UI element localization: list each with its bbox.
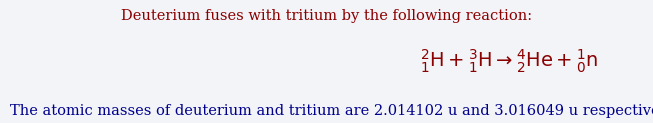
Text: The atomic masses of deuterium and tritium are 2.014102 u and 3.016049 u respect: The atomic masses of deuterium and triti… xyxy=(10,104,653,118)
Text: Deuterium fuses with tritium by the following reaction:: Deuterium fuses with tritium by the foll… xyxy=(121,9,532,23)
Text: $^{2}_{1}\mathrm{H}+^{3}_{1}\mathrm{H}\rightarrow^{4}_{2}\mathrm{He}+^{1}_{0}\ma: $^{2}_{1}\mathrm{H}+^{3}_{1}\mathrm{H}\r… xyxy=(421,48,598,75)
